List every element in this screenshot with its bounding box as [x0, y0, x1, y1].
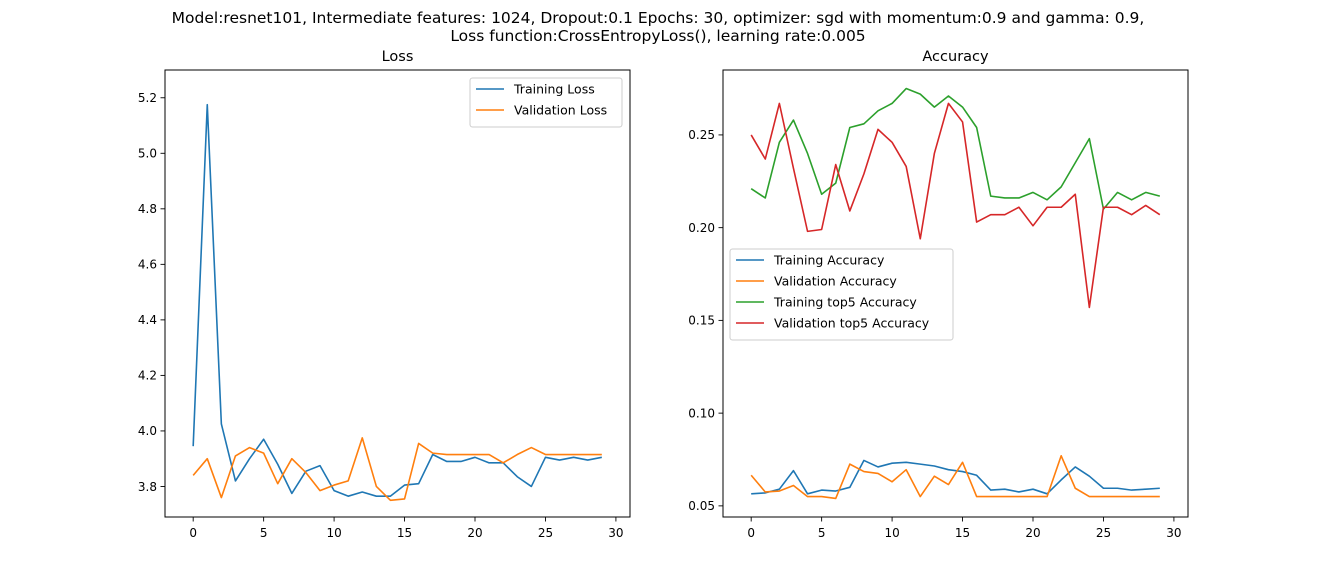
legend-label-training-accuracy: Training Accuracy — [773, 253, 885, 268]
y-tick-label: 5.0 — [138, 147, 157, 161]
accuracy-chart: Accuracy 0 5 10 15 20 25 30 0.05 0.10 0.15 0.20 0.25… — [688, 49, 1189, 540]
legend: Training Accuracy Validation Accuracy Trai… — [729, 248, 954, 341]
legend-label-validation-loss: Validation Loss — [514, 103, 607, 118]
x-tick-label: 15 — [955, 526, 970, 540]
chart-title: Loss — [382, 49, 414, 65]
legend-label-training-loss: Training Loss — [513, 82, 595, 97]
plot-area — [750, 87, 1161, 500]
series-line-training-top5-accuracy — [750, 87, 1161, 210]
x-tick-label: 5 — [818, 526, 826, 540]
legend-box — [469, 77, 623, 128]
axes-frame — [164, 69, 631, 518]
y-tick-label: 0.05 — [688, 499, 715, 513]
x-tick-label: 30 — [1166, 526, 1181, 540]
y-tick-label: 5.2 — [138, 91, 157, 105]
series-line-validation-loss — [192, 437, 602, 502]
x-tick-label: 5 — [260, 526, 268, 540]
chart-title: Accuracy — [922, 49, 989, 65]
legend-box — [729, 248, 954, 341]
y-tick-label: 4.6 — [138, 258, 157, 272]
figure-suptitle: Model:resnet101, Intermediate features: … — [0, 9, 1316, 45]
series-line-training-accuracy — [751, 459, 1160, 495]
y-tick-label: 4.0 — [138, 424, 157, 438]
y-tick-label: 0.25 — [688, 128, 715, 142]
y-tick-label: 3.8 — [138, 480, 157, 494]
suptitle-line-2: Loss function:CrossEntropyLoss(), learni… — [450, 27, 866, 45]
x-tick-label: 20 — [1025, 526, 1040, 540]
y-tick-label: 4.8 — [138, 202, 157, 216]
legend-label-training-top5-accuracy: Training top5 Accuracy — [773, 295, 917, 310]
x-tick-label: 0 — [189, 526, 197, 540]
series-line-validation-accuracy — [750, 454, 1160, 500]
axes-frame — [722, 69, 1189, 518]
y-tick-label: 0.10 — [688, 406, 715, 420]
y-tick-label: 0.15 — [688, 314, 715, 328]
series-line-validation-top5-accuracy — [750, 102, 1161, 309]
y-tick-label: 0.20 — [688, 221, 715, 235]
legend-label-validation-top5-accuracy: Validation top5 Accuracy — [774, 316, 930, 331]
y-tick-label: 4.2 — [138, 369, 157, 383]
x-tick-label: 15 — [397, 526, 412, 540]
x-tick-label: 25 — [1096, 526, 1111, 540]
loss-chart: Loss 0 5 10 15 20 25 30 3.8 4.0 4.2 4.4 4.6 4.8 5.0 5.2… — [138, 49, 631, 540]
x-tick-label: 10 — [326, 526, 341, 540]
suptitle-line-1: Model:resnet101, Intermediate features: … — [171, 9, 1145, 27]
legend-label-validation-accuracy: Validation Accuracy — [774, 274, 897, 289]
series-line-training-loss — [192, 103, 602, 497]
x-tick-label: 25 — [538, 526, 553, 540]
legend: Training Loss Validation Loss — [469, 77, 623, 128]
x-tick-label: 20 — [467, 526, 482, 540]
y-tick-label: 4.4 — [138, 313, 157, 327]
x-tick-label: 30 — [608, 526, 623, 540]
x-tick-label: 0 — [747, 526, 755, 540]
x-tick-label: 10 — [884, 526, 899, 540]
plot-area — [192, 103, 602, 502]
